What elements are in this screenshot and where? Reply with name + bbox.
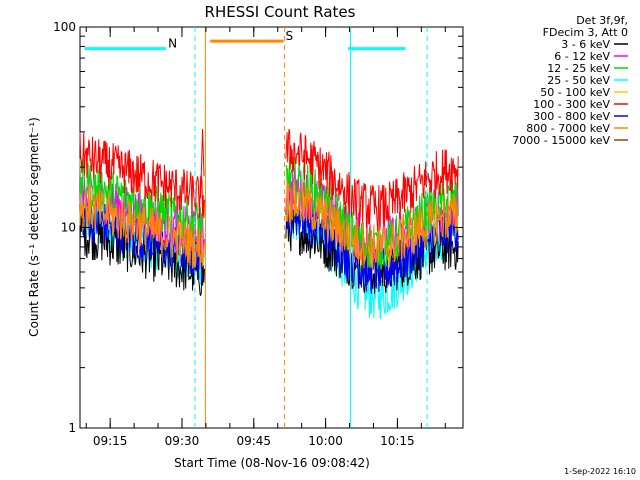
legend-label: 12 - 25 keV (547, 62, 610, 75)
legend-header: Det 3f,9f, (576, 14, 628, 27)
x-tick-label: 09:15 (93, 434, 128, 448)
x-tick-label: 09:45 (236, 434, 271, 448)
series-line (79, 185, 205, 270)
attenuator-state-label: N (168, 37, 177, 51)
y-tick-label: 100 (53, 20, 76, 34)
legend-label: 3 - 6 keV (561, 38, 610, 51)
legend-label: 800 - 7000 keV (526, 122, 610, 135)
series-line (79, 131, 205, 219)
spike-line (200, 128, 205, 199)
chart-title: RHESSI Count Rates (205, 3, 356, 21)
x-axis-label: Start Time (08-Nov-16 09:08:42) (174, 456, 370, 470)
legend-header: FDecim 3, Att 0 (543, 26, 628, 39)
x-tick-label: 09:30 (165, 434, 200, 448)
series-line (285, 177, 459, 269)
plot-area: SN (79, 27, 459, 428)
y-tick-label: 1 (68, 421, 76, 435)
legend-label: 100 - 300 keV (533, 98, 610, 111)
footer-date: 1-Sep-2022 16:10 (564, 467, 636, 476)
legend-label: 50 - 100 keV (540, 86, 610, 99)
series-line (79, 210, 205, 297)
legend-label: 300 - 800 keV (533, 110, 610, 123)
legend-label: 6 - 12 keV (554, 50, 610, 63)
axes: 1 10 100 09:15 09:30 09:45 10:00 10:15 (53, 20, 463, 448)
attenuator-state-label: S (285, 29, 293, 43)
y-tick-label: 10 (61, 221, 76, 235)
x-tick-label: 10:00 (308, 434, 343, 448)
series-line (285, 129, 459, 232)
legend-label: 7000 - 15000 keV (512, 134, 610, 147)
legend-label: 25 - 50 keV (547, 74, 610, 87)
x-tick-label: 10:15 (380, 434, 415, 448)
y-axis-label: Count Rate (s⁻¹ detector segment⁻¹) (27, 117, 41, 337)
